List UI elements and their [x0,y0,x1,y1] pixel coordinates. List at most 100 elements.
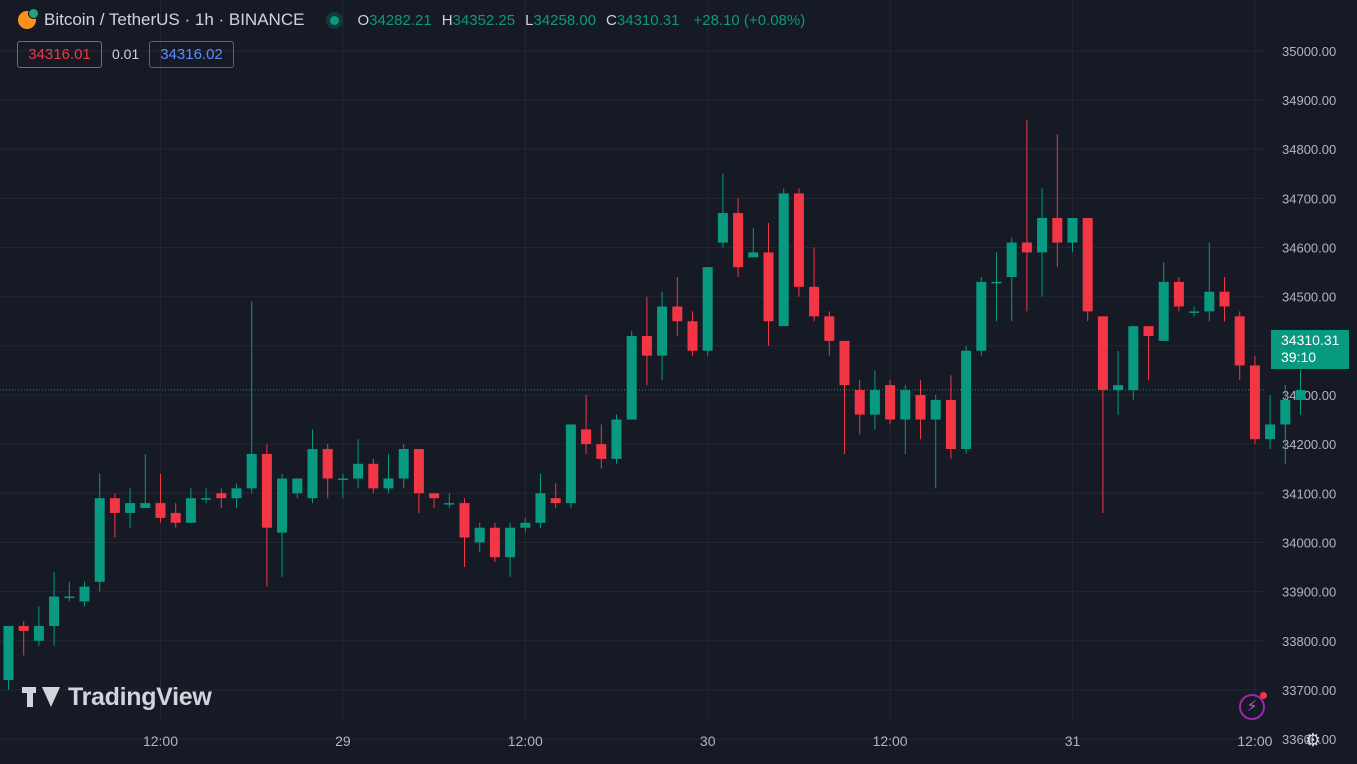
open-value: 34282.21 [369,11,432,29]
candle-body [109,498,120,513]
candle-body [915,394,926,420]
candle-body [94,498,105,582]
bolt-icon[interactable]: ⚡ [1239,692,1267,720]
candle [322,444,333,499]
candle-body [1006,242,1017,277]
last-price-value: 34310.31 [1281,332,1340,348]
candle [368,458,379,494]
candle [277,473,288,577]
tradingview-logo-icon [22,686,60,709]
gear-icon[interactable]: ⚙ [1304,730,1322,750]
candle [33,606,44,646]
candles [3,119,1306,690]
market-status-icon[interactable] [330,15,340,25]
candle-body [824,316,835,341]
spread-value: 0.01 [112,46,140,62]
candle [702,267,713,356]
candle-body [961,350,972,450]
candle-body [231,488,242,499]
candle [1158,262,1169,341]
candle [672,276,683,336]
price-tick-label: 34600.00 [1282,240,1336,255]
candle-body [1234,316,1245,366]
price-tick-label: 34800.00 [1282,142,1336,157]
price-tick-label: 33700.00 [1282,683,1336,698]
candle-body [596,444,607,459]
candle [505,522,516,577]
candle [991,252,1002,322]
candle [337,473,348,499]
candle-body [1280,399,1291,425]
price-tick-label: 33800.00 [1282,634,1336,649]
candle-body [505,527,516,558]
buy-price-button[interactable]: 34316.02 [149,41,234,68]
candle [155,473,166,523]
candle [1006,237,1017,322]
candle [687,311,698,356]
low-value: 34258.00 [533,11,597,29]
candle-body [368,463,379,489]
candle [79,581,90,607]
high-value: 34352.25 [452,11,516,29]
candle-body [1295,390,1306,400]
candle [307,429,318,504]
candle [626,331,637,420]
candle [520,517,531,533]
candle [231,483,242,509]
candle-body [185,498,196,523]
candle [793,188,804,297]
candle-body [49,596,60,627]
time-tick-label: 12:00 [1237,733,1272,749]
time-tick-label: 30 [700,733,716,749]
candle [3,626,14,690]
price-axis: 33600.00 33700.00 33800.00 33900.00 34000.00… [1282,44,1336,747]
candle-body [1173,281,1184,307]
tradingview-logo[interactable]: TradingView [22,683,212,712]
candle [550,483,561,509]
sell-price-button[interactable]: 34316.01 [17,41,102,68]
candle-body [3,626,14,681]
candle [185,488,196,523]
time-tick-label: 29 [335,733,351,749]
candle-body [1037,217,1048,253]
candle [611,414,622,464]
candle-body [1249,365,1260,440]
candle-body [459,503,470,538]
candle-body [976,281,987,351]
candle-body [277,478,288,533]
candle-body [1265,424,1276,440]
candle-body [702,267,713,351]
candle [535,473,546,528]
candle [1234,311,1245,381]
candle-body [1113,385,1124,391]
candle [201,488,212,504]
change-value: +28.10 (+0.08%) [693,11,806,29]
candle-body [1219,291,1230,307]
candle [961,345,972,454]
candle-body [125,503,136,513]
candle [930,394,941,489]
candle-body [687,321,698,351]
candle [292,478,303,499]
candle-body [520,522,531,528]
candle [1249,355,1260,445]
candle [915,380,926,440]
candle-body [474,527,485,543]
candle-body [1021,242,1032,253]
symbol-title[interactable]: Bitcoin / TetherUS · 1h · BINANCE [44,10,305,29]
candle-body [1189,311,1200,313]
candle-body [839,340,850,386]
candle-body [1082,217,1093,312]
candle-body [307,449,318,499]
time-axis: 12:00 29 12:00 30 12:00 31 12:00 [143,733,1273,749]
candle [94,473,105,592]
candle-body [626,335,637,420]
candle-body [216,493,227,499]
candle-body [581,429,592,445]
candle [170,503,181,528]
candle [1143,326,1154,381]
candle-body [1158,281,1169,341]
candle-body [748,252,759,258]
candle [869,370,880,430]
